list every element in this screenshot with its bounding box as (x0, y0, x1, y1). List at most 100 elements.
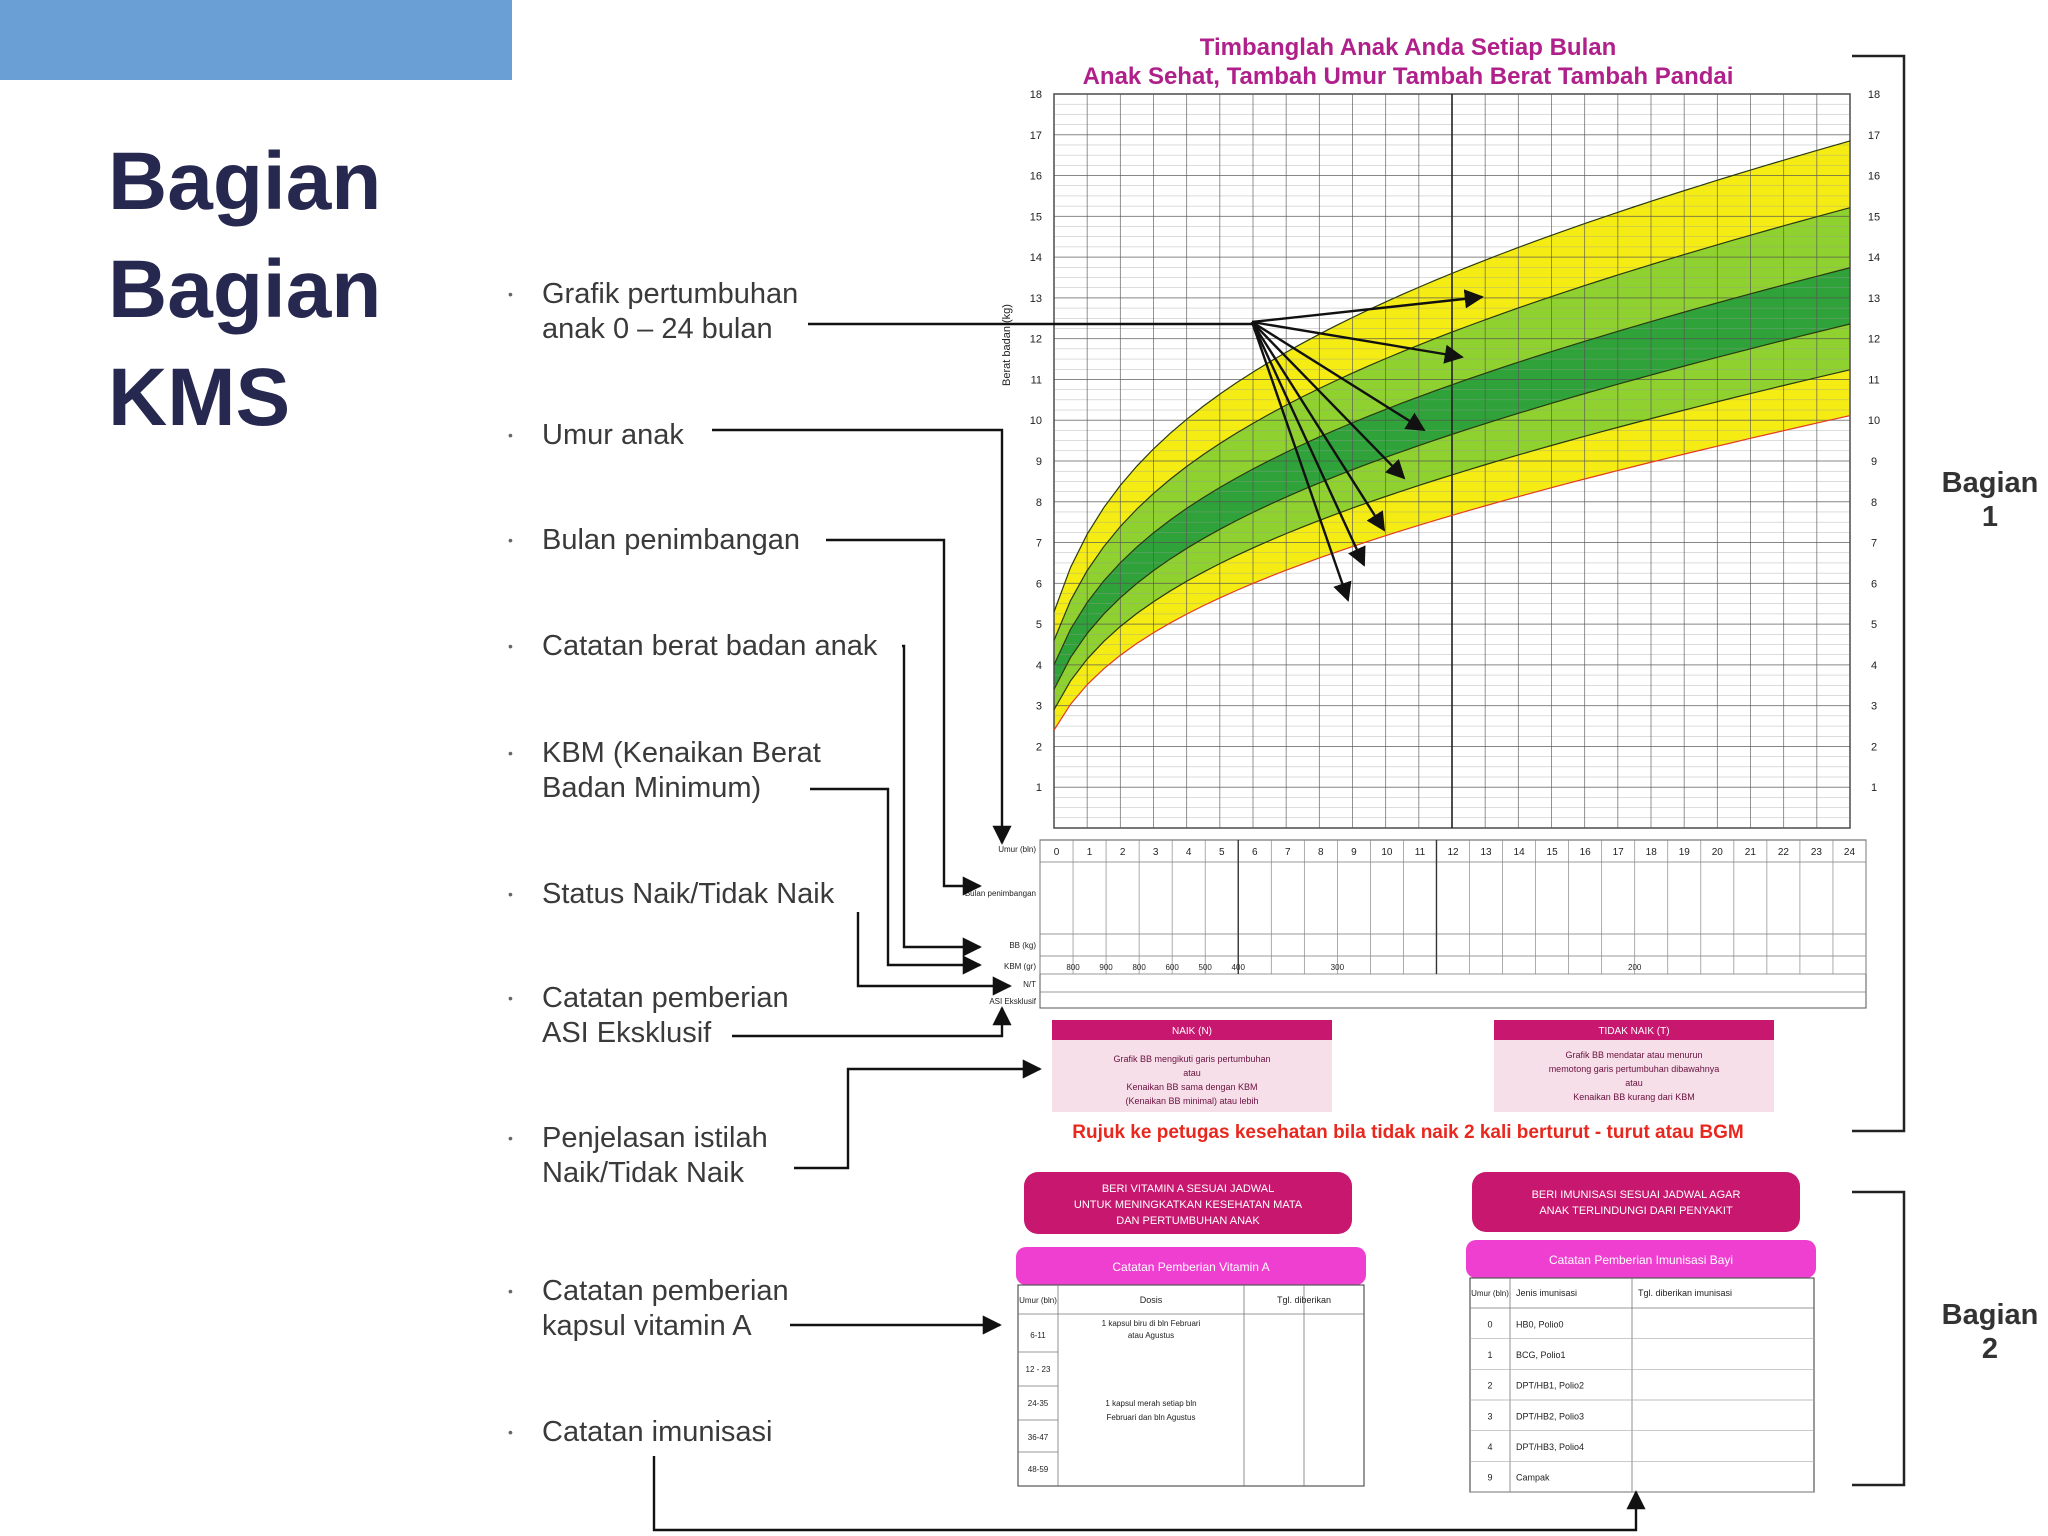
vitamin-age: 6-11 (1030, 1331, 1046, 1340)
naik-header-bg (1052, 1020, 1332, 1040)
arrow-grafik (1251, 321, 1406, 480)
arrow-grafik (1250, 321, 1352, 602)
item-line: Penjelasan istilah (542, 1122, 768, 1154)
slide-title: Bagian Bagian KMS (108, 128, 468, 452)
arrow-grafik (1250, 321, 1366, 567)
record-row-label: BB (kg) (1009, 941, 1036, 950)
x-tick: 10 (1381, 847, 1393, 858)
arrow-grafik (1251, 289, 1484, 324)
x-tick: 12 (1447, 847, 1459, 858)
imun-age: 0 (1487, 1319, 1492, 1329)
naik-body-bg (1052, 1040, 1332, 1112)
imun-header: Jenis imunisasi (1516, 1288, 1577, 1298)
section-label-2: Bagian 2 (1930, 1298, 2048, 1366)
kbm-value: 800 (1132, 963, 1146, 972)
x-tick: 4 (1186, 847, 1192, 858)
connector-bb (902, 644, 982, 957)
vitamin-table: Umur (bln) Dosis Tgl. diberikan 6-11 12 - 23… (1017, 1284, 1365, 1487)
vitamin-age: 12 - 23 (1026, 1365, 1051, 1374)
x-tick: 3 (1153, 847, 1159, 858)
kbm-value: 800 (1066, 963, 1080, 972)
item-line: Catatan berat badan anak (542, 630, 878, 662)
title-line-2: Bagian (108, 244, 382, 335)
x-tick: 7 (1285, 847, 1291, 858)
x-tick: 24 (1844, 847, 1856, 858)
item-status-naik: Status Naik/Tidak Naik (508, 877, 834, 912)
y-tick-right: 15 (1868, 211, 1880, 223)
vitamin-title: Catatan Pemberian Vitamin A (1112, 1260, 1269, 1274)
item-line: Catatan imunisasi (542, 1416, 773, 1448)
imun-header: Umur (bln) (1471, 1289, 1509, 1298)
y-tick-left: 10 (1030, 415, 1042, 427)
kbm-value: 600 (1165, 963, 1179, 972)
growth-line-3 (1053, 267, 1851, 666)
naik-text: Kenaikan BB sama dengan KBM (1126, 1082, 1257, 1092)
tidak-naik-header-bg (1494, 1020, 1774, 1040)
y-tick-right: 13 (1868, 293, 1880, 305)
x-tick: 6 (1252, 847, 1258, 858)
item-line: ASI Eksklusif (542, 1017, 712, 1049)
imun-name: BCG, Polio1 (1516, 1350, 1566, 1360)
y-tick-right: 8 (1871, 497, 1877, 509)
y-tick-left: 4 (1036, 660, 1042, 672)
y-tick-right: 17 (1868, 130, 1880, 142)
y-tick-left: 16 (1030, 171, 1042, 183)
imun-name: Campak (1516, 1473, 1550, 1483)
tidak-naik-text: Grafik BB mendatar atau menurun (1565, 1050, 1702, 1060)
arrow-grafik (1251, 320, 1426, 432)
connector-umur (712, 428, 1012, 845)
kbm-value: 400 (1232, 963, 1246, 972)
vitamin-header: Umur (bln) (1019, 1296, 1057, 1305)
item-line: Naik/Tidak Naik (542, 1157, 744, 1189)
y-tick-left: 12 (1030, 334, 1042, 346)
vitamin-header: Tgl. diberikan (1277, 1295, 1331, 1305)
item-vitamin-a: Catatan pemberian kapsul vitamin A (508, 1274, 789, 1344)
record-row-label: Bulan penimbangan (965, 889, 1036, 898)
y-tick-left: 14 (1030, 252, 1042, 264)
connectors (652, 289, 1646, 1532)
vitamin-header: Dosis (1140, 1295, 1163, 1305)
imun-age: 3 (1487, 1411, 1492, 1421)
x-tick: 17 (1613, 847, 1625, 858)
item-line: Catatan pemberian (542, 982, 789, 1014)
connector-istilah (794, 1059, 1042, 1170)
y-tick-left: 1 (1036, 782, 1042, 794)
vitamin-banner (1024, 1172, 1352, 1234)
imun-age: 9 (1487, 1473, 1492, 1483)
y-tick-right: 9 (1871, 456, 1877, 468)
y-tick-left: 9 (1036, 456, 1042, 468)
y-tick-right: 6 (1871, 578, 1877, 590)
y-tick-right: 18 (1868, 89, 1880, 101)
vitamin-banner-text: DAN PERTUMBUHAN ANAK (1116, 1215, 1260, 1227)
y-tick-left: 13 (1030, 293, 1042, 305)
x-tick: 2 (1120, 847, 1126, 858)
imun-banner-text: ANAK TERLINDUNGI DARI PENYAKIT (1539, 1205, 1733, 1217)
x-tick: 9 (1351, 847, 1357, 858)
x-tick: 14 (1514, 847, 1526, 858)
arrow-grafik (1250, 321, 1386, 532)
y-tick-left: 17 (1030, 130, 1042, 142)
connector-asi (732, 1006, 1012, 1038)
section-label-1: Bagian 1 (1930, 466, 2048, 534)
y-tick-left: 15 (1030, 211, 1042, 223)
x-tick: 5 (1219, 847, 1225, 858)
item-penjelasan-istilah: Penjelasan istilah Naik/Tidak Naik (508, 1121, 768, 1191)
kms-header-2: Anak Sehat, Tambah Umur Tambah Berat Tam… (1083, 63, 1734, 90)
y-tick-right: 7 (1871, 538, 1877, 550)
x-tick: 20 (1712, 847, 1724, 858)
bracket-bagian-2 (1852, 1190, 1906, 1487)
y-tick-left: 2 (1036, 741, 1042, 753)
y-tick-left: 18 (1030, 89, 1042, 101)
item-line: Catatan pemberian (542, 1275, 789, 1307)
naik-text: Grafik BB mengikuti garis pertumbuhan (1113, 1054, 1270, 1064)
y-tick-right: 1 (1871, 782, 1877, 794)
imun-name: DPT/HB3, Polio4 (1516, 1442, 1584, 1452)
y-tick-right: 14 (1868, 252, 1880, 264)
imun-age: 2 (1487, 1381, 1492, 1391)
imun-title-bg (1466, 1240, 1816, 1278)
vitamin-age: 36-47 (1028, 1433, 1049, 1442)
title-line-1: Bagian (108, 136, 382, 227)
item-kbm: KBM (Kenaikan Berat Badan Minimum) (508, 736, 821, 806)
